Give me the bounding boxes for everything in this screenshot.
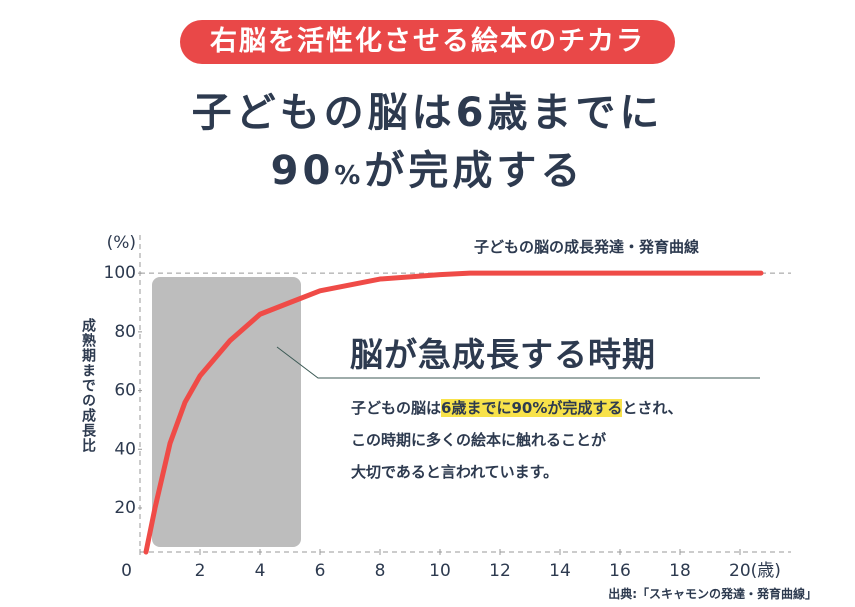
title: 子どもの脳は6歳までに xyxy=(191,90,664,136)
x-tick-label: 10 xyxy=(429,561,451,581)
y-tick-label: 20 xyxy=(114,498,136,518)
x-tick-label: 14 xyxy=(549,561,571,581)
x-tick-label: 4 xyxy=(255,561,266,581)
annotation-line: この時期に多くの絵本に触れることが xyxy=(351,431,607,449)
badge: 右脳を活性化させる絵本のチカラ xyxy=(180,20,675,64)
title-part: % xyxy=(334,161,365,191)
x-tick-label: 12 xyxy=(489,561,511,581)
x-tick-label: 2 xyxy=(195,561,206,581)
legend-entry: 子どもの脳の成長発達・発育曲線 xyxy=(474,238,700,256)
y-unit: (%) xyxy=(107,233,136,253)
highlight-text: 6歳までに90%が完成する xyxy=(441,399,623,417)
y-tick-label: 40 xyxy=(114,439,136,459)
y-tick-label: 100 xyxy=(104,263,136,283)
text: 子どもの脳は xyxy=(351,399,442,417)
title-part: が完成する xyxy=(364,148,585,194)
y-axis-title: 成熟期までの成長比 xyxy=(80,318,96,453)
x-tick-label: 16 xyxy=(609,561,631,581)
source: 出典:「スキャモンの発達・発育曲線」 xyxy=(608,587,817,601)
y-tick-label: 80 xyxy=(114,322,136,342)
title: 90%が完成する xyxy=(0,138,855,196)
annotation-heading: 脳が急成長する時期 xyxy=(350,335,656,374)
x-tick-label: 0 xyxy=(121,561,132,581)
x-tick-label: 18 xyxy=(669,561,691,581)
annotation-line: 子どもの脳は6歳までに90%が完成するとされ、 xyxy=(351,392,683,424)
x-tick-label: 20(歳) xyxy=(729,561,781,581)
annotation-text: 子どもの脳は6歳までに90%が完成するとされ、 この時期に多くの絵本に触れること… xyxy=(351,392,683,488)
x-tick-label: 8 xyxy=(375,561,386,581)
x-tick-label: 6 xyxy=(315,561,326,581)
y-tick-label: 60 xyxy=(114,381,136,401)
text: とされ、 xyxy=(622,399,683,417)
line-series xyxy=(143,270,764,555)
title-part: 90 xyxy=(270,148,335,194)
highlight-region xyxy=(152,277,301,547)
annotation-line: 大切であると言われています。 xyxy=(351,463,559,481)
annotation-leader xyxy=(276,346,760,379)
